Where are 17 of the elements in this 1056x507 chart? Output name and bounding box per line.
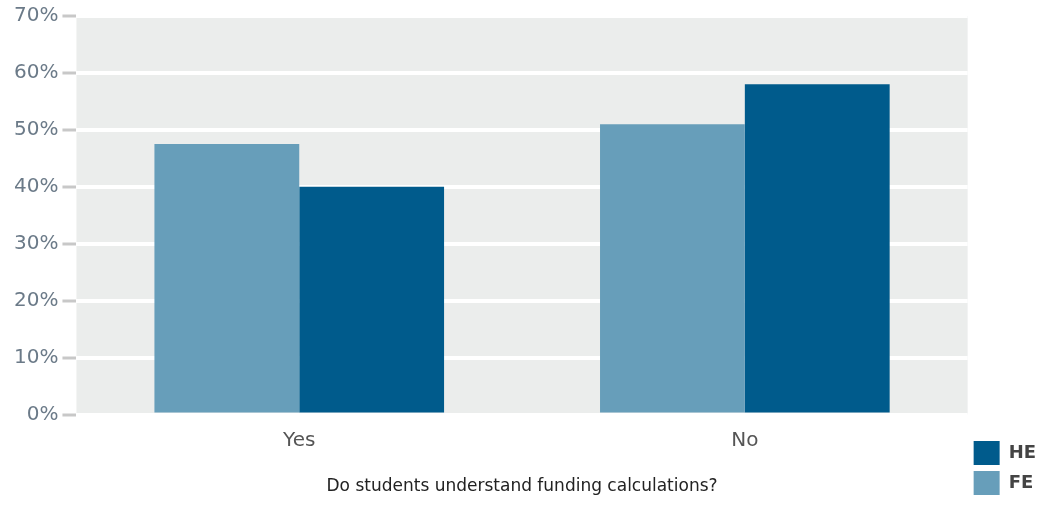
x-axis-title: Do students understand funding calculations? — [326, 475, 718, 496]
legend-label: HE — [1008, 440, 1037, 462]
y-tick-label: 60% — [14, 59, 59, 84]
y-tick-label: 30% — [14, 229, 59, 254]
legend-label: FE — [1008, 470, 1034, 492]
y-tick-label: 10% — [14, 343, 59, 368]
x-tick-label: No — [731, 426, 759, 451]
y-tick-label: 70% — [14, 2, 59, 27]
y-tick-label: 50% — [14, 116, 59, 141]
bar — [154, 144, 300, 413]
bar — [744, 84, 890, 413]
y-tick-label: 40% — [14, 173, 59, 198]
bar — [600, 124, 745, 413]
y-tick-label: 0% — [26, 400, 59, 425]
x-tick-label: Yes — [282, 426, 316, 451]
bar — [299, 186, 445, 413]
y-tick-label: 20% — [14, 286, 59, 311]
